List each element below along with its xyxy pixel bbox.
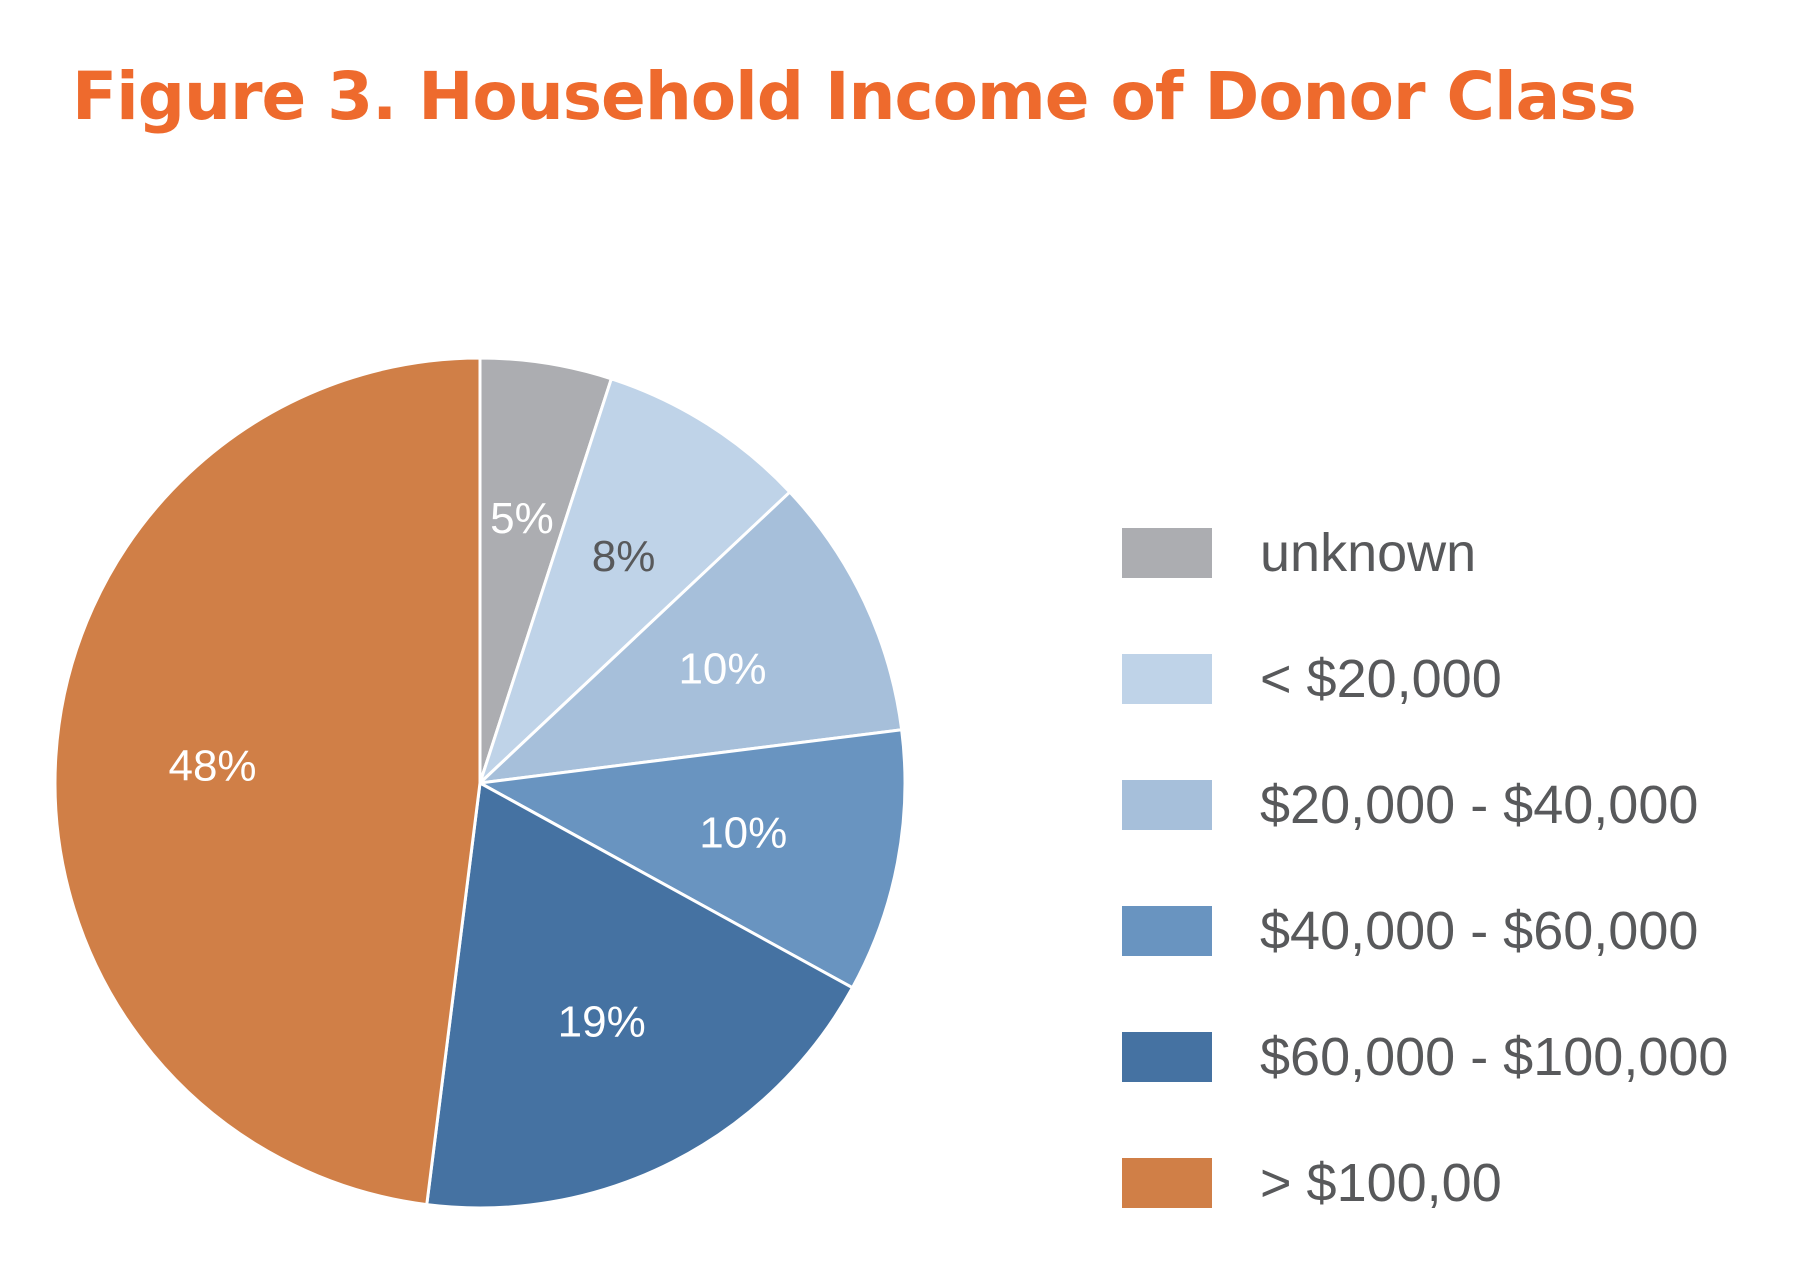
pie-slice-4 (425, 781, 854, 1210)
pie-chart: 5% 8% 10% 10% 19% 48% (53, 356, 907, 1210)
legend-label-2: $20,000 - $40,000 (1260, 775, 1699, 835)
legend-label-3: $40,000 - $60,000 (1260, 901, 1699, 961)
pie-slice-2 (478, 490, 904, 785)
legend-label-1: < $20,000 (1260, 649, 1502, 709)
legend-label-0: unknown (1260, 523, 1477, 583)
pie-slice-5 (53, 356, 482, 1207)
legend-item-4: $60,000 - $100,000 (1122, 994, 1728, 1120)
legend-swatch-1 (1122, 654, 1212, 704)
slice-value-label-0: 5% (490, 494, 554, 543)
chart-title: Figure 3. Household Income of Donor Clas… (72, 58, 1637, 135)
legend-swatch-4 (1122, 1032, 1212, 1082)
legend-swatch-5 (1122, 1158, 1212, 1208)
legend-swatch-3 (1122, 906, 1212, 956)
legend-swatch-2 (1122, 780, 1212, 830)
legend-item-5: > $100,00 (1122, 1120, 1728, 1246)
legend-swatch-0 (1122, 528, 1212, 578)
legend-item-0: unknown (1122, 490, 1728, 616)
legend-label-5: > $100,00 (1260, 1153, 1502, 1213)
legend-item-2: $20,000 - $40,000 (1122, 742, 1728, 868)
slice-value-label-4: 19% (558, 997, 646, 1046)
slice-value-label-3: 10% (699, 809, 787, 858)
pie-slice-1 (478, 377, 792, 785)
legend-item-1: < $20,000 (1122, 616, 1728, 742)
pie-slice-3 (478, 728, 907, 990)
slice-value-label-5: 48% (168, 742, 256, 791)
slice-value-label-2: 10% (678, 644, 766, 693)
legend-label-4: $60,000 - $100,000 (1260, 1027, 1729, 1087)
legend-item-3: $40,000 - $60,000 (1122, 868, 1728, 994)
slice-value-label-1: 8% (592, 532, 656, 581)
legend: unknown < $20,000 $20,000 - $40,000 $40,000… (1122, 490, 1728, 1246)
